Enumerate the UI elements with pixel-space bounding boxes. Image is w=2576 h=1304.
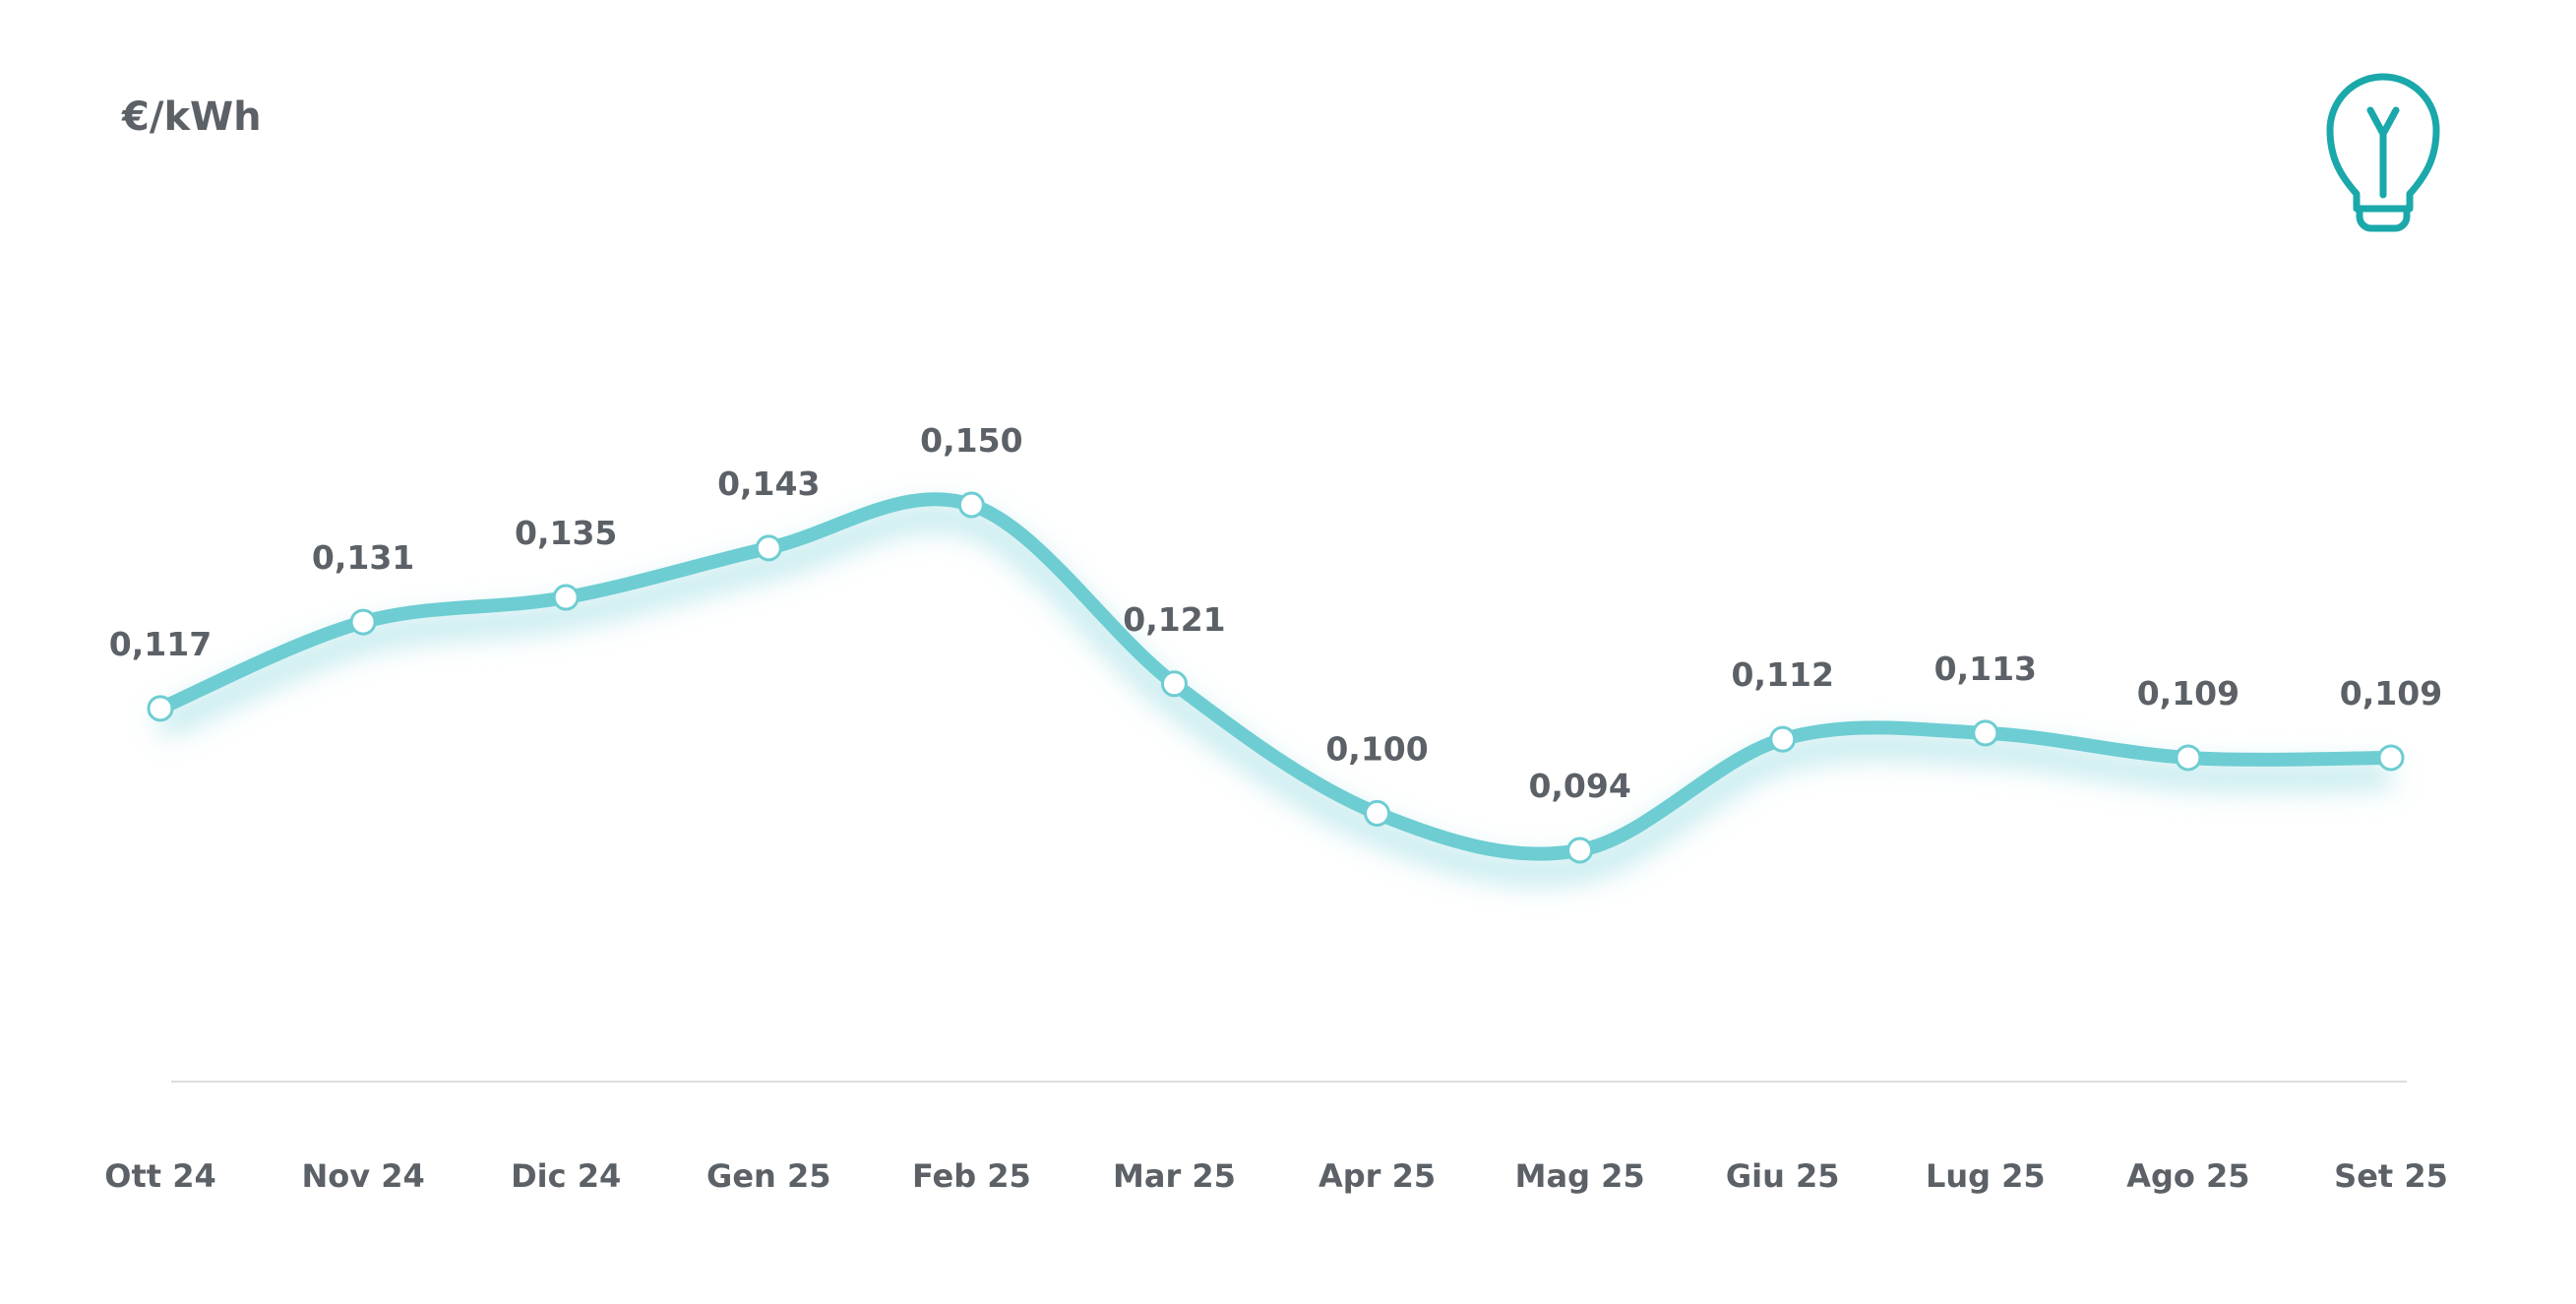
- x-tick-label: Mag 25: [1515, 1157, 1645, 1195]
- data-label: 0,109: [2340, 674, 2442, 713]
- x-tick-label: Gen 25: [706, 1157, 830, 1195]
- x-tick-label: Mar 25: [1113, 1157, 1236, 1195]
- data-label: 0,135: [515, 514, 617, 552]
- data-label: 0,100: [1325, 729, 1428, 768]
- x-tick-label: Lug 25: [1926, 1157, 2046, 1195]
- data-point: [1769, 725, 1797, 753]
- x-tick-label: Set 25: [2334, 1157, 2448, 1195]
- data-point: [1566, 837, 1594, 864]
- x-tick-label: Ott 24: [104, 1157, 215, 1195]
- data-label: 0,150: [920, 421, 1022, 460]
- x-tick-label: Nov 24: [301, 1157, 424, 1195]
- x-tick-label: Ago 25: [2126, 1157, 2249, 1195]
- data-point: [147, 695, 174, 722]
- x-tick-label: Apr 25: [1319, 1157, 1436, 1195]
- data-point: [2377, 744, 2405, 772]
- data-label: 0,112: [1732, 655, 1834, 694]
- data-point: [957, 491, 985, 519]
- series-line: [153, 492, 2398, 861]
- lightbulb-icon: [2326, 73, 2440, 232]
- data-point: [2175, 744, 2202, 772]
- data-point: [349, 608, 377, 636]
- data-label: 0,113: [1934, 650, 2037, 688]
- data-point: [552, 584, 580, 611]
- x-tick-label: Dic 24: [511, 1157, 621, 1195]
- data-label: 0,109: [2137, 674, 2239, 713]
- data-point: [1160, 670, 1188, 698]
- data-label: 0,143: [717, 465, 820, 503]
- data-point: [1972, 719, 1999, 747]
- series-glow: [155, 505, 2392, 884]
- data-label: 0,094: [1528, 767, 1630, 805]
- data-label: 0,121: [1123, 600, 1225, 639]
- data-label: 0,131: [312, 538, 414, 577]
- data-label: 0,117: [109, 625, 212, 663]
- data-point: [755, 534, 782, 562]
- x-tick-label: Giu 25: [1726, 1157, 1840, 1195]
- data-point: [1364, 799, 1391, 827]
- y-axis-unit-label: €/kWh: [121, 94, 262, 140]
- x-tick-label: Feb 25: [912, 1157, 1031, 1195]
